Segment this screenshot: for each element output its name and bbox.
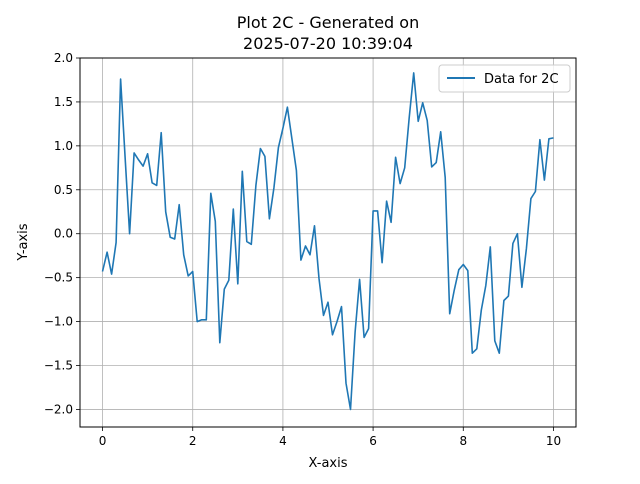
legend: Data for 2C [438,64,571,93]
x-tick-label: 4 [279,434,287,448]
axis-ticks: 0 2 4 6 8 10 −2.0 −1.5 −1.0 −0.5 0.0 0.5 1.0 1.5 2.0 [44,51,561,448]
y-tick-label: −0.5 [44,271,73,285]
chart-title-line2: 2025-07-20 10:39:04 [243,34,413,53]
y-tick-label: 2.0 [54,51,73,65]
series-layer [101,72,554,411]
legend-frame [438,64,571,93]
y-tick-label: −1.0 [44,315,73,329]
x-tick-label: 8 [459,434,467,448]
x-tick-label: 6 [369,434,377,448]
chart-title-line1: Plot 2C - Generated on [237,13,419,32]
y-tick-label: 0.0 [54,227,73,241]
y-tick-label: 0.5 [54,183,73,197]
x-tick-label: 10 [546,434,561,448]
y-tick-label: −2.0 [44,402,73,416]
legend-label: Data for 2C [484,72,559,87]
x-tick-label: 0 [99,434,107,448]
y-axis-label: Y-axis [16,223,31,261]
x-tick-label: 2 [189,434,197,448]
y-tick-label: 1.0 [54,139,73,153]
axes-frame [79,57,577,428]
y-tick-label: −1.5 [44,359,73,373]
series-line [101,72,554,411]
y-tick-label: 1.5 [54,95,73,109]
x-axis-label: X-axis [309,456,348,471]
